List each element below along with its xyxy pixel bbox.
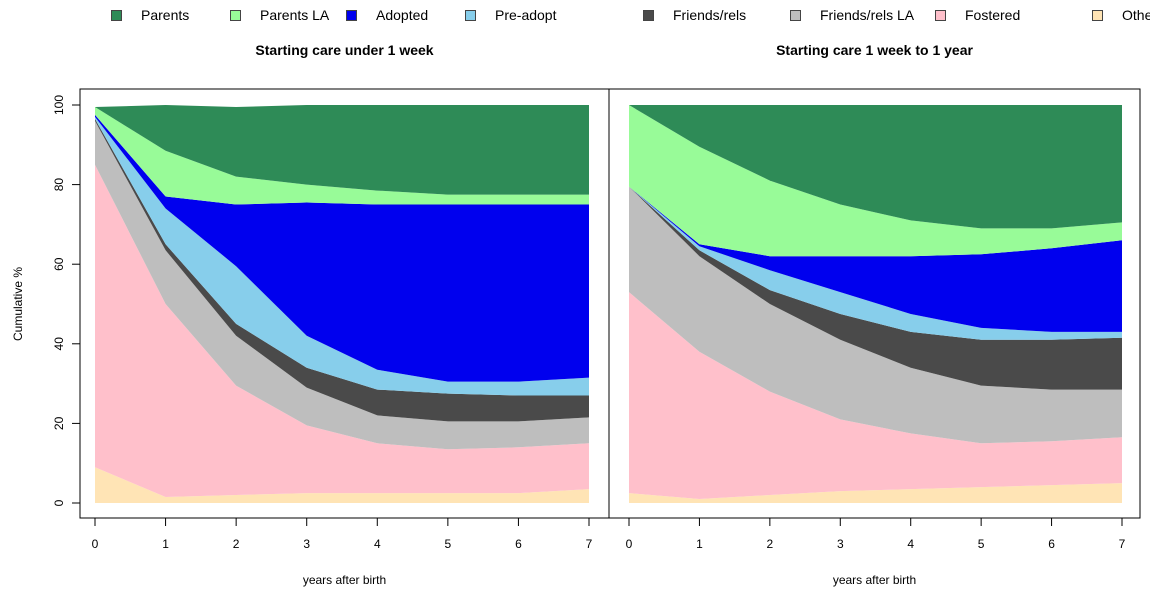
- x-tick-label: 6: [515, 537, 522, 551]
- x-tick-label: 6: [1048, 537, 1055, 551]
- legend-swatch: [935, 9, 946, 21]
- legend: Parents Parents LA Adopted Pre-adopt Friends…: [0, 0, 1150, 30]
- x-tick-label: 3: [837, 537, 844, 551]
- x-tick-label: 3: [303, 537, 310, 551]
- plot-frame: [79, 88, 1141, 519]
- area-pre-adopt: [629, 186, 1122, 340]
- legend-label: Pre-adopt: [495, 7, 557, 23]
- legend-item-friends-rels: Friends/rels: [643, 7, 746, 23]
- area-other: [95, 467, 589, 503]
- area-parents-la: [629, 105, 1122, 257]
- x-tick-label: 4: [374, 537, 381, 551]
- legend-swatch: [1092, 9, 1103, 21]
- x-tick-label: 1: [696, 537, 703, 551]
- x-tick-label: 5: [445, 537, 452, 551]
- area-parents: [629, 105, 1122, 229]
- legend-swatch: [230, 9, 241, 21]
- legend-item-adopted: Adopted: [346, 7, 428, 23]
- x-tick-label: 0: [626, 537, 633, 551]
- legend-item-parents-la: Parents LA: [230, 7, 329, 23]
- chart-panel-1: Starting care under 1 week 0 1 2 3 4 5 6 7 years …: [11, 42, 593, 587]
- legend-item-pre-adopt: Pre-adopt: [465, 7, 556, 23]
- x-axis-title: years after birth: [833, 573, 916, 587]
- area-friends-rels-la: [629, 186, 1122, 444]
- chart-panel-2: Starting care 1 week to 1 year 0 1 2 3 4 5 6 7 ye…: [626, 42, 1126, 587]
- legend-label: Fostered: [965, 7, 1021, 23]
- legend-item-parents: Parents: [111, 7, 189, 23]
- x-tick-label: 7: [586, 537, 593, 551]
- legend-item-friends-rels-la: Friends/rels LA: [790, 7, 914, 23]
- y-tick-label: 0: [52, 499, 66, 506]
- legend-item-other: Other: [1092, 7, 1150, 23]
- area-pre-adopt: [95, 116, 589, 396]
- y-tick-label: 40: [52, 337, 66, 351]
- y-tick-label: 20: [52, 416, 66, 430]
- legend-label: Parents LA: [260, 7, 330, 23]
- panel-title: Starting care 1 week to 1 year: [776, 42, 973, 58]
- legend-label: Friends/rels: [673, 7, 747, 23]
- y-tick-label: 80: [52, 178, 66, 192]
- panel-title: Starting care under 1 week: [255, 42, 433, 58]
- area-other: [629, 483, 1122, 503]
- y-tick-label: 100: [52, 95, 66, 115]
- legend-label: Parents: [141, 7, 190, 23]
- legend-label: Adopted: [376, 7, 429, 23]
- x-tick-label: 2: [233, 537, 240, 551]
- area-fostered: [629, 292, 1122, 499]
- x-tick-label: 2: [767, 537, 774, 551]
- x-tick-label: 0: [92, 537, 99, 551]
- legend-swatch: [111, 9, 122, 21]
- area-parents: [95, 105, 589, 195]
- legend-swatch: [465, 9, 476, 21]
- legend-swatch: [790, 9, 801, 21]
- x-tick-label: 4: [907, 537, 914, 551]
- y-axis-title: Cumulative %: [11, 267, 25, 341]
- legend-swatch: [346, 9, 357, 21]
- legend-label: Other: [1122, 7, 1150, 23]
- area-parents-la: [95, 107, 589, 205]
- area-adopted: [629, 186, 1122, 332]
- y-tick-label: 60: [52, 257, 66, 271]
- legend-swatch: [643, 9, 654, 21]
- x-tick-label: 7: [1119, 537, 1126, 551]
- x-axis-title: years after birth: [303, 573, 386, 587]
- area-friends-rels: [629, 186, 1122, 390]
- area-friends-rels-la: [95, 120, 589, 450]
- legend-label: Friends/rels LA: [820, 7, 915, 23]
- area-fostered: [95, 164, 589, 497]
- area-adopted: [95, 114, 589, 382]
- x-tick-label: 1: [162, 537, 169, 551]
- x-tick-label: 5: [978, 537, 985, 551]
- legend-item-fostered: Fostered: [935, 7, 1020, 23]
